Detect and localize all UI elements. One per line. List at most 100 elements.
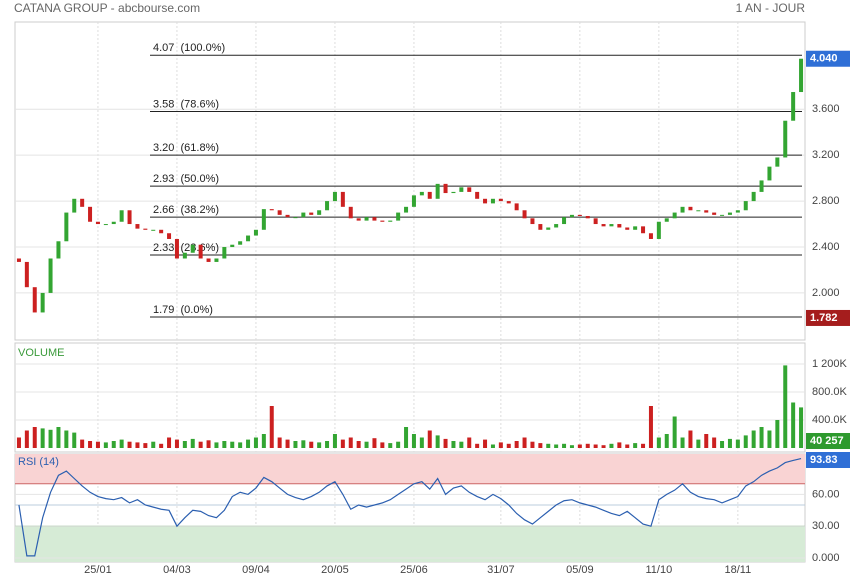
volume-bar — [506, 443, 511, 448]
candle — [238, 241, 243, 245]
candle — [269, 209, 274, 211]
volume-bar — [32, 427, 37, 448]
volume-bar — [190, 438, 195, 448]
x-tick-label: 18/11 — [724, 564, 751, 576]
candle — [135, 224, 140, 229]
candle — [791, 92, 796, 121]
fib-label: 1.79 (0.0%) — [153, 304, 213, 316]
volume-bar — [759, 427, 764, 448]
candle — [404, 206, 409, 213]
volume-bar — [419, 437, 424, 448]
candle — [119, 210, 124, 222]
volume-bar — [451, 441, 456, 448]
candle — [506, 201, 511, 204]
candle — [214, 258, 219, 262]
candle — [759, 180, 764, 192]
candle — [569, 214, 574, 218]
candle — [253, 229, 258, 236]
volume-bar — [159, 443, 164, 448]
volume-bar — [530, 441, 535, 448]
volume-title: VOLUME — [18, 347, 64, 359]
last-price-tag: 4.040 — [810, 53, 838, 65]
candle — [293, 217, 298, 219]
candle — [601, 224, 606, 227]
candle — [325, 201, 330, 211]
volume-bar — [443, 438, 448, 448]
volume-bar — [151, 441, 156, 448]
candle — [625, 227, 630, 230]
volume-bar — [127, 441, 132, 448]
volume-bar — [791, 402, 796, 448]
volume-bar — [174, 439, 179, 448]
volume-bar — [40, 428, 45, 448]
candle — [799, 58, 804, 93]
candle — [577, 214, 582, 217]
volume-bar — [593, 444, 598, 448]
volume-bar — [340, 439, 345, 448]
volume-bar — [301, 440, 306, 448]
x-tick-label: 05/09 — [566, 564, 594, 576]
candle — [475, 191, 480, 199]
volume-bar — [317, 442, 322, 448]
candle — [356, 218, 361, 221]
candle — [751, 191, 756, 202]
candle — [190, 244, 195, 253]
candle — [648, 233, 653, 239]
candle — [593, 218, 598, 225]
y-tick-label: 3.600 — [812, 103, 840, 115]
candle — [767, 166, 772, 181]
last-rsi-tag-box — [806, 452, 850, 468]
candle — [40, 292, 45, 313]
candle — [72, 198, 77, 213]
candle — [680, 206, 685, 213]
rsi-title: RSI (14) — [18, 456, 59, 468]
x-tick-label: 11/10 — [645, 564, 672, 576]
volume-bar — [467, 437, 472, 448]
candle — [277, 210, 282, 215]
volume-bar — [356, 441, 361, 448]
y-tick-label: 1 200K — [812, 358, 848, 370]
volume-bar — [293, 441, 298, 448]
volume-bar — [246, 439, 251, 448]
volume-bar — [230, 441, 235, 448]
x-tick-label: 04/03 — [163, 564, 191, 576]
volume-bar — [253, 437, 258, 448]
volume-bar — [396, 441, 401, 448]
candle — [103, 224, 108, 226]
volume-bar — [648, 406, 653, 448]
fib-label: 2.33 (23.6%) — [153, 242, 219, 254]
volume-bar — [111, 441, 116, 448]
candle — [522, 210, 527, 219]
volume-bar — [332, 434, 337, 448]
candle — [151, 229, 156, 231]
x-tick-label: 31/07 — [487, 564, 515, 576]
volume-bar — [222, 441, 227, 448]
volume-bar — [601, 445, 606, 448]
volume-bar — [475, 443, 480, 448]
candle — [514, 203, 519, 211]
candle — [396, 212, 401, 221]
volume-bar — [712, 437, 717, 448]
candle — [641, 226, 646, 234]
low-price-tag: 1.782 — [810, 312, 838, 324]
rsi-line — [18, 457, 802, 557]
volume-bar — [490, 444, 495, 448]
candle — [483, 198, 488, 204]
candle — [16, 258, 21, 262]
volume-bar — [751, 430, 756, 448]
candle — [222, 247, 227, 259]
volume-bar — [277, 437, 282, 448]
last-rsi-tag: 93.83 — [810, 454, 838, 466]
volume-bar — [198, 441, 203, 448]
volume-bar — [799, 407, 804, 448]
candle — [159, 229, 164, 234]
candle — [167, 233, 172, 239]
volume-bar — [167, 437, 172, 448]
candle — [198, 244, 203, 259]
fib-label: 3.58 (78.6%) — [153, 98, 219, 110]
volume-bar — [609, 443, 614, 448]
candle — [388, 220, 393, 222]
volume-bar — [404, 427, 409, 448]
